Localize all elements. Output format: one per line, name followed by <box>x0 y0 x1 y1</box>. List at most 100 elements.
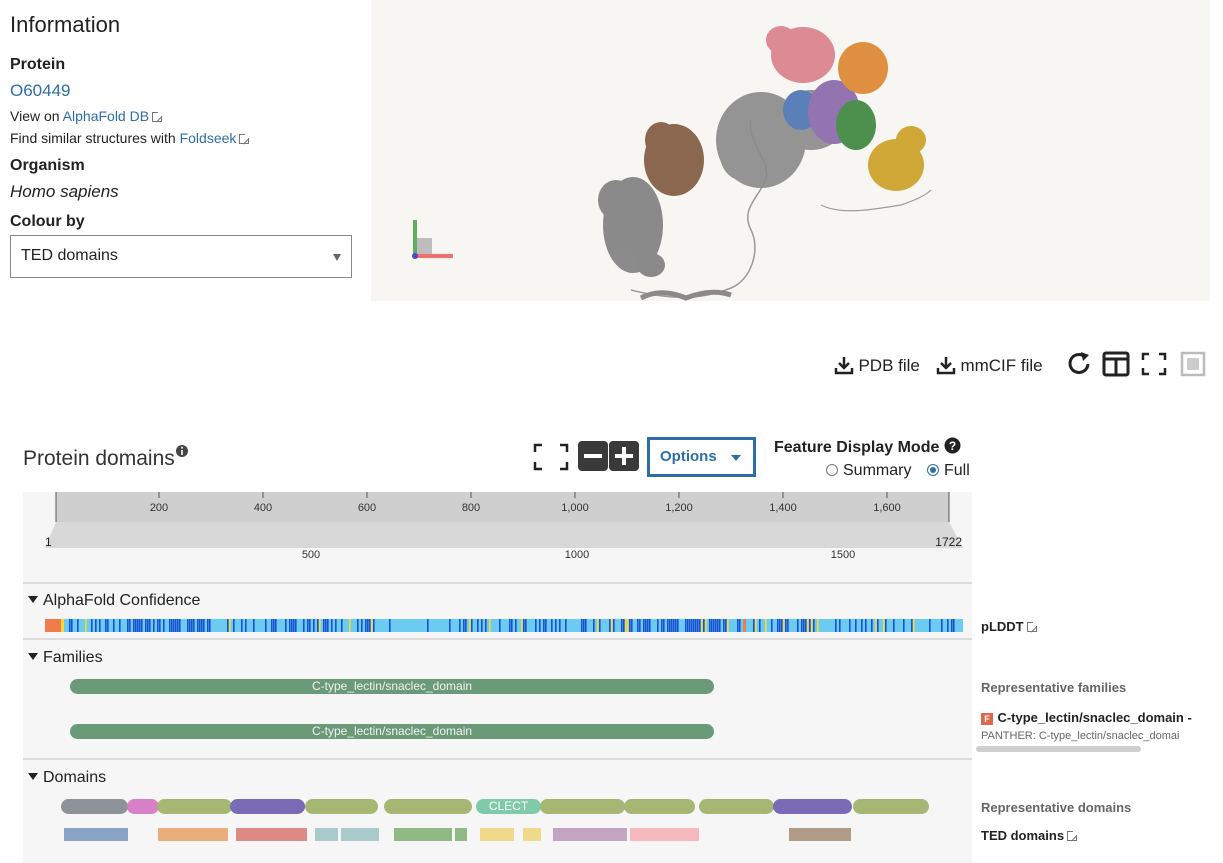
domain-feature[interactable] <box>699 799 774 814</box>
plddt-segment <box>357 619 359 632</box>
reset-icon[interactable] <box>1066 350 1094 378</box>
ted-domain[interactable] <box>341 828 379 841</box>
plddt-segment <box>645 619 647 632</box>
colour-by-select[interactable]: TED domains <box>10 235 352 278</box>
plddt-segment <box>667 619 669 632</box>
plddt-segment <box>599 619 601 632</box>
ted-domain[interactable] <box>158 828 228 841</box>
ted-domain[interactable] <box>553 828 627 841</box>
options-dropdown[interactable]: Options <box>647 437 756 477</box>
full-radio[interactable]: Full <box>927 462 970 480</box>
alphafold-db-link[interactable]: AlphaFold DB <box>62 108 150 124</box>
zoom-out-button[interactable] <box>578 441 608 471</box>
plddt-segment <box>623 619 625 632</box>
domain-feature[interactable] <box>127 799 159 814</box>
sequence-ruler[interactable]: 200 400 600 800 1,000 1,200 1,400 1,600 … <box>23 492 972 582</box>
families-section-toggle[interactable]: Families <box>28 649 103 667</box>
plddt-segment <box>367 619 369 632</box>
domain-feature[interactable] <box>540 799 625 814</box>
horizontal-scrollbar[interactable] <box>976 746 1141 752</box>
domain-feature[interactable] <box>157 799 232 814</box>
plddt-segment <box>147 619 149 632</box>
fullscreen-icon[interactable] <box>533 443 569 471</box>
ted-domain[interactable] <box>236 828 307 841</box>
ted-domain[interactable] <box>789 828 851 841</box>
exit-fullscreen-icon[interactable] <box>1180 351 1206 377</box>
domain-feature[interactable] <box>853 799 929 814</box>
family-source: PANTHER: C-type_lectin/snaclec_domai <box>981 730 1180 742</box>
plddt-confidence-track[interactable] <box>45 619 963 632</box>
plddt-segment <box>643 619 645 632</box>
ted-domain[interactable] <box>64 828 128 841</box>
plddt-segment <box>611 619 613 632</box>
plddt-segment <box>145 619 147 632</box>
plddt-segment <box>233 619 235 632</box>
confidence-section-toggle[interactable]: AlphaFold Confidence <box>28 592 200 610</box>
family-feature[interactable]: C-type_lectin/snaclec_domain <box>70 679 714 694</box>
structure-viewer[interactable] <box>371 0 1210 301</box>
split-view-icon[interactable] <box>1102 351 1130 377</box>
plddt-segment <box>523 619 525 632</box>
help-icon[interactable]: ? <box>944 437 961 454</box>
plddt-segment <box>325 619 327 632</box>
ruler-end: 1722 <box>935 535 962 549</box>
plddt-segment <box>511 619 513 632</box>
plddt-segment <box>711 619 713 632</box>
organism-label: Organism <box>10 157 85 174</box>
family-feature[interactable]: C-type_lectin/snaclec_domain <box>70 724 714 739</box>
axis-cube <box>417 238 432 256</box>
domain-feature-clect[interactable]: CLECT <box>476 799 541 814</box>
pdb-download-button[interactable]: PDB file <box>834 355 920 376</box>
plddt-segment <box>759 619 761 632</box>
foldseek-link[interactable]: Foldseek <box>179 130 237 146</box>
plddt-segment <box>271 619 273 632</box>
plddt-segment <box>273 619 275 632</box>
plddt-segment <box>811 619 813 632</box>
ruler-tick-label: 1,000 <box>561 502 589 514</box>
mmcif-download-button[interactable]: mmCIF file <box>936 355 1043 376</box>
domain-feature[interactable] <box>624 799 695 814</box>
domain-feature[interactable] <box>230 799 305 814</box>
zoom-in-button[interactable] <box>609 441 639 471</box>
external-link-icon <box>239 133 251 144</box>
full-radio-circle[interactable] <box>927 464 939 476</box>
plddt-link[interactable]: pLDDT <box>981 619 1038 634</box>
plddt-segment <box>839 619 841 632</box>
domains-section-toggle[interactable]: Domains <box>28 769 106 787</box>
organism-value: Homo sapiens <box>10 182 119 201</box>
plddt-segment <box>163 619 165 632</box>
plddt-segment <box>201 619 203 632</box>
plddt-segment <box>349 619 351 632</box>
ted-domains-link[interactable]: TED domains <box>981 828 1079 843</box>
domain-feature[interactable] <box>773 799 852 814</box>
ted-domain[interactable] <box>630 828 699 841</box>
info-icon[interactable] <box>175 444 189 458</box>
summary-radio[interactable]: Summary <box>826 462 911 480</box>
ted-domain[interactable] <box>523 828 541 841</box>
plddt-segment <box>179 619 181 632</box>
plddt-segment <box>365 619 367 632</box>
family-legend-item[interactable]: F C-type_lectin/snaclec_domain - PANTHER… <box>981 709 1223 744</box>
ted-domain[interactable] <box>315 828 338 841</box>
summary-radio-circle[interactable] <box>826 464 838 476</box>
plddt-segment <box>149 619 151 632</box>
domain-feature[interactable] <box>384 799 472 814</box>
plddt-segment <box>471 619 473 632</box>
plddt-segment <box>699 619 701 632</box>
ted-domain[interactable] <box>455 828 467 841</box>
protein-id-link[interactable]: O60449 <box>10 81 71 100</box>
ruler-tick-label: 1,600 <box>873 502 901 514</box>
ted-domain[interactable] <box>480 828 514 841</box>
plddt-segment <box>697 619 699 632</box>
plddt-segment <box>941 619 943 632</box>
plddt-segment <box>207 619 209 632</box>
domain-feature[interactable] <box>61 799 128 814</box>
plddt-segment <box>199 619 201 632</box>
domain-feature[interactable] <box>305 799 378 814</box>
ted-domain[interactable] <box>394 828 452 841</box>
fullscreen-icon[interactable] <box>1141 352 1167 376</box>
plddt-segment <box>159 619 161 632</box>
plddt-segment <box>583 619 585 632</box>
plddt-segment <box>903 619 905 632</box>
plddt-segment <box>639 619 641 632</box>
